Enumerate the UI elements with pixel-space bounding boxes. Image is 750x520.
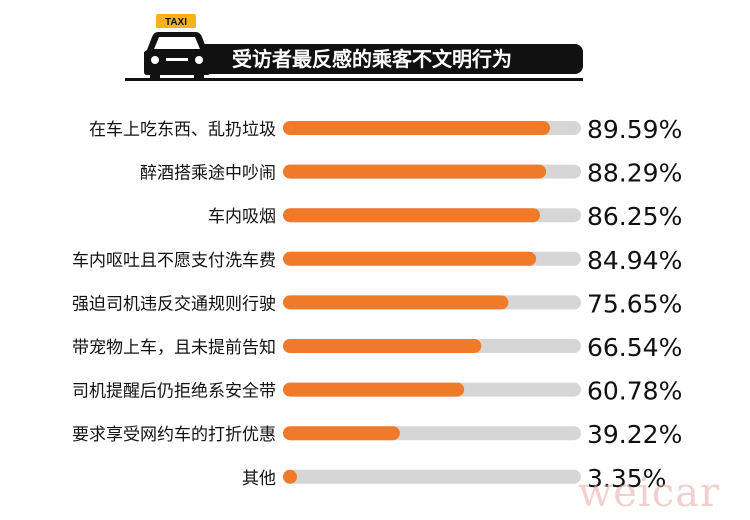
value-label: 75.65% (587, 289, 682, 318)
bar (283, 251, 537, 266)
bar-track (283, 469, 581, 484)
category-label: 带宠物上车，且未提前告知 (72, 338, 276, 358)
taxi-sign (156, 14, 196, 28)
bar (283, 164, 547, 179)
bar (283, 382, 465, 397)
value-label: 88.29% (587, 159, 682, 188)
watermark: weicar (578, 470, 721, 516)
value-label: 84.94% (587, 246, 682, 275)
category-label: 车内吸烟 (208, 207, 276, 227)
taxi-icon: TAXI (144, 14, 210, 81)
category-label: 其他 (242, 469, 276, 489)
taxi-wheel-right (194, 73, 204, 81)
taxi-sign-label: TAXI (165, 17, 187, 28)
bar (283, 295, 509, 310)
category-label: 醉酒搭乘途中吵闹 (140, 164, 276, 184)
value-label: 60.78% (587, 377, 682, 406)
value-label: 39.22% (587, 420, 682, 449)
value-label: 86.25% (587, 202, 682, 231)
taxi-headlight-right (195, 56, 203, 64)
category-label: 司机提醒后仍拒绝系安全带 (72, 382, 276, 402)
category-label: 要求享受网约车的打折优惠 (72, 425, 276, 445)
title-band (150, 44, 583, 74)
bar (283, 339, 482, 353)
category-label: 车内呕吐且不愿支付洗车费 (72, 251, 276, 271)
bar (283, 208, 541, 223)
chart-title: 受访者最反感的乘客不文明行为 (232, 47, 512, 71)
category-label: 强迫司机违反交通规则行驶 (72, 294, 276, 314)
bar (283, 469, 297, 484)
category-label: 在车上吃东西、乱扔垃圾 (89, 120, 276, 140)
value-label: 3.35% (587, 464, 666, 493)
title-underline (125, 78, 583, 81)
taxi-grille (166, 58, 188, 61)
bar (283, 426, 400, 441)
taxi-wheel-left (150, 73, 160, 81)
bar (283, 121, 550, 135)
value-label: 89.59% (587, 115, 682, 144)
taxi-windshield (154, 37, 200, 49)
taxi-headlight-left (151, 56, 159, 64)
value-label: 66.54% (587, 333, 682, 362)
